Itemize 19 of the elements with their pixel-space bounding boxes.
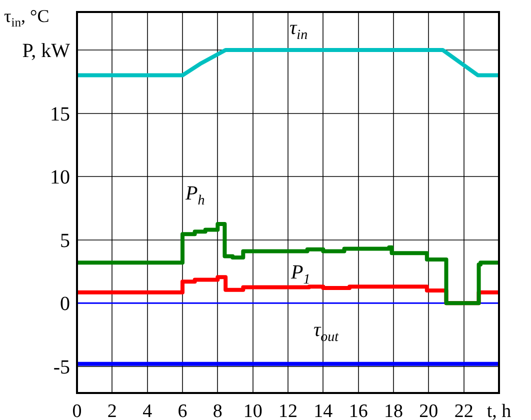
y-tick-label: 5 — [60, 230, 70, 252]
x-tick-label: 12 — [278, 401, 298, 420]
y-tick-label: 0 — [60, 293, 70, 316]
y-tick-label: -5 — [53, 356, 70, 378]
x-tick-label: 18 — [384, 401, 403, 420]
x-tick-label: 14 — [314, 401, 334, 420]
y-tick-label: P, kW — [22, 40, 70, 62]
x-tick-label: 2 — [107, 401, 117, 420]
x-tick-label: 6 — [178, 401, 188, 420]
x-tick-label: 20 — [419, 401, 438, 420]
x-tick-label: 4 — [142, 401, 153, 420]
x-tick-label: 22 — [454, 401, 474, 420]
y-tick-label: 10 — [50, 166, 70, 189]
x-tick-label: t, h — [486, 401, 512, 420]
x-tick-label: 10 — [243, 401, 262, 420]
x-tick-label: 16 — [348, 401, 368, 420]
x-tick-label: 0 — [72, 401, 82, 420]
x-tick-label: 8 — [212, 401, 222, 420]
y-tick-label: 15 — [50, 103, 70, 126]
